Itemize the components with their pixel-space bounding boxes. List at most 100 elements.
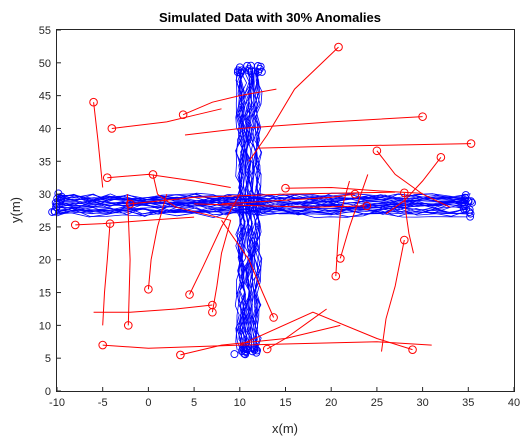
anomaly-track-start — [350, 189, 360, 199]
normal-track-start — [54, 189, 63, 198]
x-tick-label: 40 — [508, 397, 520, 409]
anomaly-track-start — [185, 290, 194, 299]
anomaly-track — [75, 216, 195, 226]
x-axis-label: x(m) — [272, 421, 298, 436]
anomaly-track-start — [123, 321, 133, 330]
normal-track — [55, 206, 466, 216]
y-tick-label: 25 — [39, 222, 51, 234]
normal-track — [245, 70, 255, 350]
anomaly-track — [221, 220, 275, 318]
anomaly-track — [266, 308, 327, 350]
anomaly-track — [211, 220, 232, 313]
normal-track — [55, 209, 467, 218]
anomaly-track-start — [336, 254, 345, 263]
y-tick-label: 20 — [39, 255, 51, 267]
y-tick-label: 0 — [45, 386, 51, 398]
y-tick-label: 35 — [39, 156, 51, 168]
x-axis: -10 -5 0 5 10 15 20 25 30 35 40 — [49, 387, 520, 409]
anomaly-track-start — [400, 235, 409, 245]
x-tick-label: -10 — [49, 397, 65, 409]
normal-track-start — [230, 350, 239, 359]
normal-track-start — [462, 204, 471, 213]
normal-track — [59, 193, 469, 202]
anomaly-track — [130, 191, 396, 205]
anomaly-track — [93, 304, 213, 313]
y-tick-label: 45 — [39, 91, 51, 103]
anomaly-track-start — [102, 173, 112, 182]
anomaly-track-start — [362, 201, 372, 211]
anomaly-track-start — [89, 97, 98, 107]
anomaly-track — [189, 193, 241, 295]
x-tick-label: 0 — [145, 397, 151, 409]
anomaly-track — [107, 173, 231, 188]
normal-track-start — [461, 193, 469, 202]
normal-track-start — [240, 349, 249, 358]
normal-track-start — [235, 63, 244, 72]
x-tick-label: 30 — [416, 397, 428, 409]
anomaly-track — [102, 223, 111, 326]
x-tick-label: 15 — [279, 397, 291, 409]
normal-track-start — [468, 198, 476, 207]
x-tick-label: 25 — [371, 397, 383, 409]
anomaly-track — [152, 174, 231, 221]
y-tick-label: 40 — [39, 123, 51, 135]
normal-track — [59, 192, 466, 201]
x-tick-label: 5 — [191, 397, 197, 409]
anomaly-track-start — [418, 112, 427, 121]
y-axis-label: y(m) — [8, 197, 23, 223]
anomaly-track — [182, 88, 277, 116]
anomaly-track-start — [281, 183, 290, 193]
anomaly-track — [385, 156, 442, 215]
normal-track-start — [48, 208, 57, 216]
normal-track — [59, 202, 467, 211]
anomaly-track-start — [144, 284, 153, 294]
normal-track — [57, 206, 469, 215]
anomaly-track — [147, 193, 168, 290]
normal-track — [234, 67, 244, 354]
normal-track — [237, 70, 247, 352]
anomaly-track-start — [98, 340, 107, 350]
normal-track-start — [242, 348, 251, 357]
anomaly-track — [126, 194, 131, 326]
y-tick-label: 30 — [39, 189, 51, 201]
normal-track-start — [243, 61, 252, 70]
chart-title: Simulated Data with 30% Anomalies — [159, 10, 381, 25]
anomaly-track — [221, 193, 356, 205]
anomaly-track — [248, 46, 339, 162]
anomaly-track-start — [436, 153, 446, 162]
anomaly-track — [403, 192, 414, 254]
normal-track — [252, 70, 262, 352]
anomaly-track — [335, 180, 350, 277]
normal-track — [237, 68, 246, 351]
x-tick-label: 10 — [234, 397, 246, 409]
x-tick-label: 20 — [325, 397, 337, 409]
anomaly-track — [339, 174, 369, 259]
normal-track — [245, 67, 255, 354]
normal-track-start — [253, 62, 262, 70]
y-axis: 0 5 10 15 20 25 30 35 40 45 50 55 — [39, 25, 61, 398]
anomaly-track-start — [107, 124, 117, 133]
anomaly-track — [258, 143, 472, 149]
x-tick-label: 35 — [462, 397, 474, 409]
anomaly-track-start — [176, 350, 185, 360]
anomaly-track-start — [331, 271, 341, 281]
anomaly-track-start — [408, 345, 417, 354]
normal-track — [252, 68, 261, 353]
anomaly-track — [376, 150, 451, 208]
normal-track-start — [248, 347, 257, 356]
normal-track — [242, 68, 252, 352]
anomaly-track-start — [269, 313, 278, 322]
chart-marks — [48, 42, 476, 360]
anomaly-track-start — [148, 170, 158, 179]
normal-track — [249, 68, 259, 353]
anomaly-track-start — [334, 42, 343, 52]
anomaly-track — [194, 203, 367, 208]
anomaly-track — [93, 102, 104, 188]
anomaly-track-start — [178, 110, 188, 119]
anomaly-track-start — [262, 344, 272, 354]
anomaly-track — [180, 324, 341, 356]
anomaly-track-start — [372, 146, 382, 156]
anomaly-track-start — [466, 139, 476, 148]
normal-track — [235, 68, 244, 351]
